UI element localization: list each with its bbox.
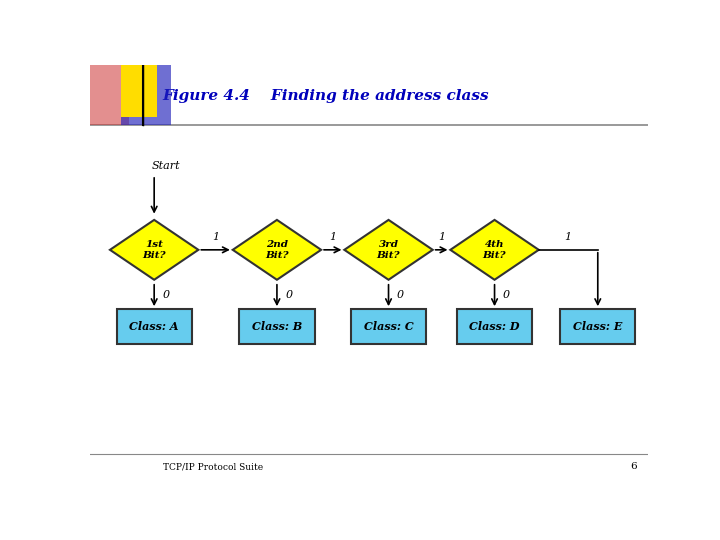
Text: 1: 1	[564, 232, 572, 241]
Bar	[90, 65, 129, 125]
Text: 0: 0	[163, 291, 170, 300]
FancyBboxPatch shape	[351, 309, 426, 345]
FancyBboxPatch shape	[457, 309, 532, 345]
Bar	[121, 65, 171, 125]
Text: 1: 1	[212, 232, 219, 241]
Text: 0: 0	[397, 291, 404, 300]
Text: 0: 0	[285, 291, 292, 300]
FancyBboxPatch shape	[239, 309, 315, 345]
FancyBboxPatch shape	[117, 309, 192, 345]
Text: 0: 0	[503, 291, 510, 300]
Text: TCP/IP Protocol Suite: TCP/IP Protocol Suite	[163, 462, 263, 471]
Text: Class: C: Class: C	[364, 321, 413, 332]
Polygon shape	[110, 220, 199, 280]
Text: Class: E: Class: E	[573, 321, 623, 332]
Bar	[121, 65, 157, 117]
Text: Class: B: Class: B	[252, 321, 302, 332]
Text: 2nd
Bit?: 2nd Bit?	[265, 240, 289, 260]
Text: 1st
Bit?: 1st Bit?	[143, 240, 166, 260]
Text: Class: A: Class: A	[130, 321, 179, 332]
Text: 6: 6	[630, 462, 637, 471]
Polygon shape	[344, 220, 433, 280]
Polygon shape	[450, 220, 539, 280]
Text: 1: 1	[329, 232, 336, 241]
FancyBboxPatch shape	[560, 309, 636, 345]
Text: Start: Start	[151, 161, 180, 171]
Text: Class: D: Class: D	[469, 321, 520, 332]
Text: 3rd
Bit?: 3rd Bit?	[377, 240, 400, 260]
Text: 4th
Bit?: 4th Bit?	[482, 240, 506, 260]
Text: 1: 1	[438, 232, 445, 241]
Text: Figure 4.4    Finding the address class: Figure 4.4 Finding the address class	[163, 89, 489, 103]
Polygon shape	[233, 220, 321, 280]
